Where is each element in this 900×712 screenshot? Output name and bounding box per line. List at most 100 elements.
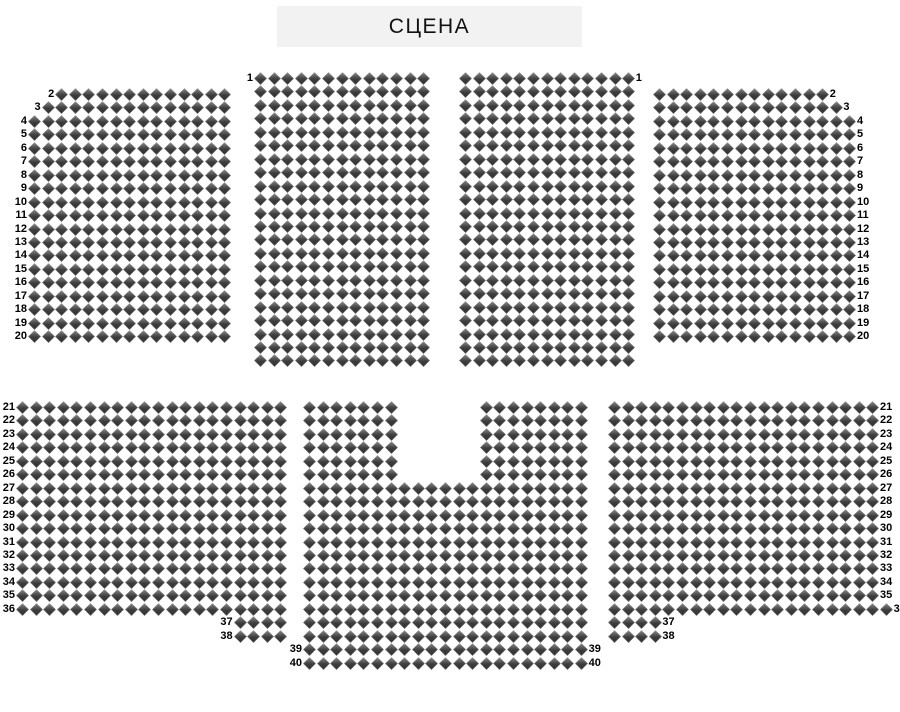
seat[interactable]: [411, 575, 425, 589]
seat[interactable]: [97, 414, 111, 428]
seat[interactable]: [507, 643, 520, 656]
seat[interactable]: [472, 179, 486, 193]
seat[interactable]: [16, 508, 29, 522]
seat[interactable]: [459, 260, 472, 274]
seat[interactable]: [349, 85, 363, 99]
seat[interactable]: [608, 327, 622, 341]
seat[interactable]: [561, 414, 575, 428]
seat[interactable]: [829, 209, 843, 222]
seat[interactable]: [680, 303, 694, 317]
seat[interactable]: [734, 209, 748, 222]
seat[interactable]: [493, 656, 507, 670]
seat[interactable]: [561, 656, 575, 670]
seat[interactable]: [152, 602, 165, 616]
seat[interactable]: [527, 85, 540, 99]
seat[interactable]: [734, 141, 748, 155]
seat[interactable]: [308, 139, 322, 153]
seat[interactable]: [839, 414, 853, 428]
seat[interactable]: [384, 481, 398, 495]
seat[interactable]: [595, 300, 608, 314]
seat[interactable]: [109, 128, 123, 142]
seat[interactable]: [802, 88, 816, 101]
seat[interactable]: [179, 589, 193, 603]
seat[interactable]: [839, 589, 853, 603]
seat[interactable]: [527, 260, 540, 274]
seat[interactable]: [608, 549, 621, 562]
seat[interactable]: [371, 643, 384, 656]
seat[interactable]: [816, 236, 830, 249]
seat[interactable]: [513, 85, 527, 99]
seat[interactable]: [316, 522, 330, 535]
seat[interactable]: [384, 549, 398, 562]
seat[interactable]: [220, 401, 233, 414]
seat[interactable]: [417, 273, 431, 287]
seat[interactable]: [812, 589, 825, 603]
seat[interactable]: [192, 414, 206, 428]
seat[interactable]: [472, 166, 486, 180]
seat[interactable]: [150, 209, 164, 222]
seat[interactable]: [68, 236, 82, 249]
seat[interactable]: [802, 115, 816, 128]
seat[interactable]: [466, 549, 480, 562]
seat[interactable]: [534, 562, 548, 576]
seat[interactable]: [384, 562, 398, 576]
seat[interactable]: [417, 125, 431, 139]
seat[interactable]: [703, 575, 717, 589]
seat[interactable]: [693, 262, 707, 276]
seat[interactable]: [233, 562, 247, 576]
seat[interactable]: [852, 454, 866, 468]
seat[interactable]: [689, 522, 703, 535]
seat[interactable]: [459, 85, 472, 99]
seat[interactable]: [349, 139, 363, 153]
seat[interactable]: [218, 249, 232, 263]
seat[interactable]: [220, 441, 233, 455]
seat[interactable]: [802, 168, 816, 182]
seat[interactable]: [357, 481, 371, 495]
seat[interactable]: [554, 112, 568, 126]
seat[interactable]: [554, 206, 568, 220]
seat[interactable]: [520, 616, 534, 630]
seat[interactable]: [459, 193, 472, 206]
seat[interactable]: [150, 316, 164, 330]
seat[interactable]: [466, 575, 480, 589]
seat[interactable]: [165, 535, 179, 549]
seat[interactable]: [771, 414, 785, 428]
seat[interactable]: [322, 220, 335, 233]
seat[interactable]: [247, 535, 261, 549]
seat[interactable]: [734, 195, 748, 209]
seat[interactable]: [499, 99, 513, 112]
seat[interactable]: [621, 562, 635, 576]
seat[interactable]: [322, 233, 335, 247]
seat[interactable]: [390, 246, 403, 260]
seat[interactable]: [693, 249, 707, 263]
seat[interactable]: [403, 206, 417, 220]
seat[interactable]: [472, 220, 486, 233]
seat[interactable]: [123, 128, 137, 142]
seat[interactable]: [164, 182, 177, 196]
seat[interactable]: [152, 562, 165, 576]
seat[interactable]: [152, 454, 165, 468]
seat[interactable]: [459, 341, 472, 354]
seat[interactable]: [330, 441, 344, 455]
seat[interactable]: [653, 276, 666, 290]
seat[interactable]: [29, 454, 43, 468]
seat[interactable]: [376, 300, 390, 314]
seat[interactable]: [68, 195, 82, 209]
seat[interactable]: [233, 616, 247, 630]
seat[interactable]: [29, 549, 43, 562]
seat[interactable]: [775, 141, 789, 155]
seat[interactable]: [254, 300, 267, 314]
seat[interactable]: [425, 602, 439, 616]
seat[interactable]: [689, 495, 703, 509]
seat[interactable]: [206, 428, 220, 441]
seat[interactable]: [150, 249, 164, 263]
seat[interactable]: [761, 209, 775, 222]
seat[interactable]: [384, 454, 398, 468]
seat[interactable]: [254, 233, 267, 247]
seat[interactable]: [547, 428, 561, 441]
seat[interactable]: [721, 316, 734, 330]
seat[interactable]: [513, 314, 527, 327]
seat[interactable]: [534, 495, 548, 509]
seat[interactable]: [254, 193, 267, 206]
seat[interactable]: [29, 589, 43, 603]
